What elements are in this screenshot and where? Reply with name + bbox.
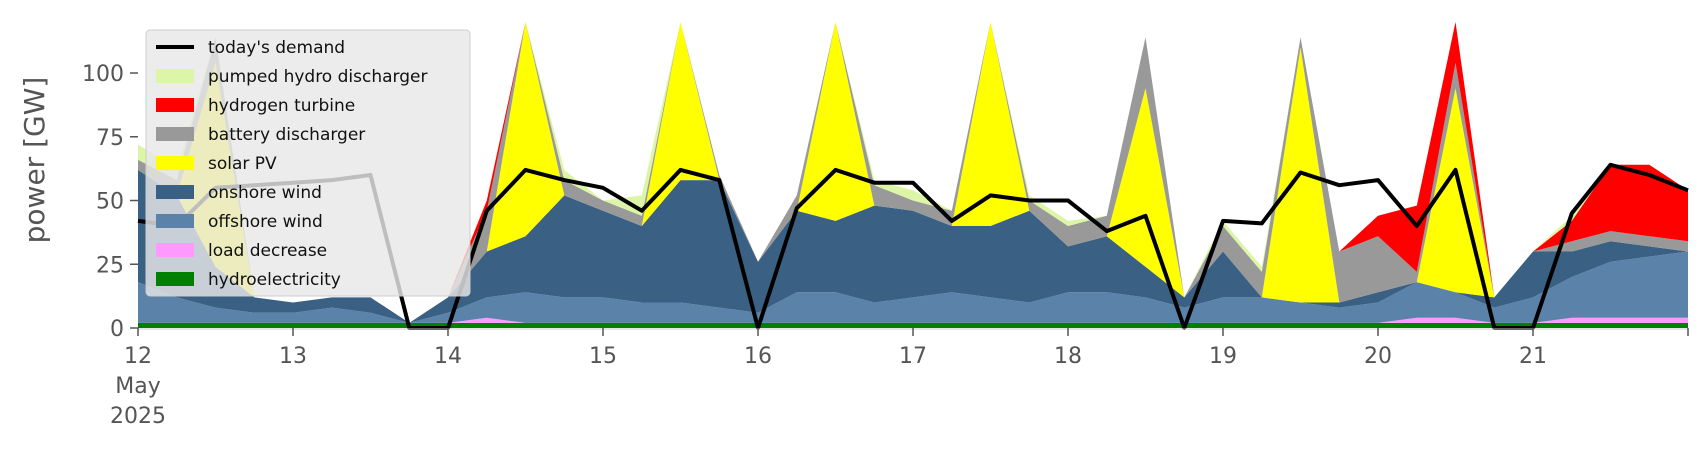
x-tick-sublabel: May (115, 374, 160, 399)
x-tick-label: 16 (744, 344, 772, 369)
x-tick-label: 21 (1519, 344, 1547, 369)
legend-swatch (156, 185, 194, 199)
x-tick-label: 12 (124, 344, 152, 369)
y-tick-label: 75 (96, 126, 124, 151)
y-tick-label: 0 (110, 317, 124, 342)
legend-label: hydroelectricity (208, 270, 341, 290)
legend-box (145, 29, 471, 297)
y-tick-label: 50 (96, 190, 124, 215)
x-tick-label: 13 (279, 344, 307, 369)
x-axis: 12 May 2025 13 14 15 16 17 18 19 20 21 (110, 328, 1689, 429)
y-axis: 0 25 50 75 100 (82, 62, 138, 342)
legend-swatch (156, 272, 194, 286)
x-tick-label: 20 (1364, 344, 1392, 369)
x-tick-label: 14 (434, 344, 462, 369)
legend: today's demand pumped hydro discharger hyd… (145, 29, 471, 297)
x-tick-label: 18 (1054, 344, 1082, 369)
x-tick-label: 19 (1209, 344, 1237, 369)
legend-swatch (156, 69, 194, 83)
legend-label: today's demand (208, 38, 345, 58)
legend-swatch (156, 243, 194, 257)
legend-label: battery discharger (208, 125, 365, 145)
legend-swatch (156, 98, 194, 112)
x-tick-label: 17 (899, 344, 927, 369)
y-tick-label: 25 (96, 253, 124, 278)
legend-swatch (156, 156, 194, 170)
area-offshore-wind (138, 251, 1688, 323)
legend-swatch (156, 214, 194, 228)
legend-swatch (156, 127, 194, 141)
x-tick-sublabel: 2025 (110, 404, 166, 429)
stacked-areas (138, 22, 1688, 328)
legend-label: onshore wind (208, 183, 322, 203)
area-solar-pv (138, 22, 1688, 323)
legend-label: load decrease (208, 241, 327, 261)
area-hydroelectricity (138, 322, 1688, 328)
legend-label: hydrogen turbine (208, 96, 355, 116)
legend-label: offshore wind (208, 212, 323, 232)
legend-label: pumped hydro discharger (208, 67, 427, 87)
legend-label: solar PV (208, 154, 277, 174)
y-axis-label: power [GW] (18, 77, 51, 244)
y-tick-label: 100 (82, 62, 124, 87)
area-onshore-wind (138, 169, 1688, 323)
x-tick-label: 15 (589, 344, 617, 369)
